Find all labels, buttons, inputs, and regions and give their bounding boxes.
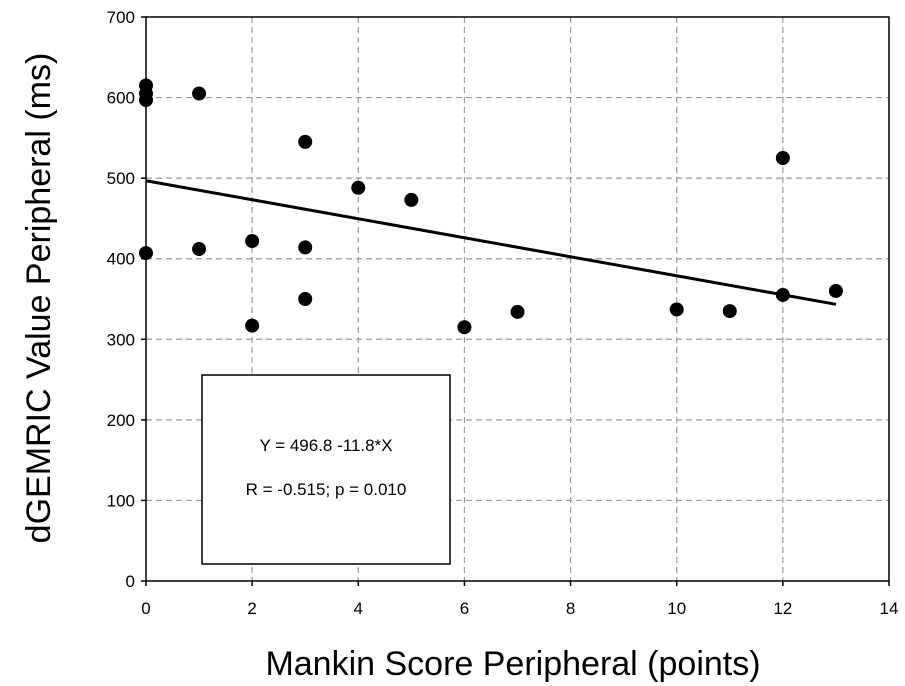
y-tick-label: 500	[107, 169, 135, 188]
plot-area-frame	[145, 16, 890, 582]
regression-line	[145, 179, 837, 306]
data-point	[669, 302, 684, 317]
data-point	[298, 292, 313, 306]
y-tick-labels: 0 100 200 300 400 500 600 700	[107, 8, 146, 591]
data-point	[192, 86, 207, 101]
x-tick-labels: 0 2 4 6 8 10 12 14	[141, 581, 898, 618]
y-tick-label: 600	[107, 89, 135, 108]
y-tick-label: 100	[107, 491, 135, 510]
regression-equation: Y = 496.8 -11.8*X	[259, 436, 392, 455]
y-tick-label: 300	[107, 330, 135, 349]
data-point	[775, 287, 790, 302]
data-point	[351, 180, 366, 195]
x-tick-label: 6	[460, 599, 469, 618]
data-points	[139, 78, 843, 335]
data-point	[775, 151, 790, 165]
data-point	[510, 304, 525, 319]
correlation-stats: R = -0.515; p = 0.010	[246, 480, 407, 499]
x-tick-label: 8	[566, 599, 575, 618]
data-point	[722, 304, 737, 319]
x-tick-label: 12	[773, 599, 792, 618]
data-point	[245, 233, 260, 248]
x-tick-label: 14	[880, 599, 899, 618]
y-tick-label: 200	[107, 411, 135, 430]
y-tick-label: 400	[107, 250, 135, 269]
data-point	[298, 240, 313, 255]
data-point	[298, 134, 313, 149]
annotation-box-frame	[201, 374, 451, 565]
x-tick-label: 4	[354, 599, 363, 618]
data-point	[828, 283, 843, 298]
data-point	[192, 242, 207, 257]
data-point	[457, 320, 472, 335]
y-tick-label: 700	[107, 8, 135, 27]
x-tick-label: 10	[667, 599, 686, 618]
y-tick-label: 0	[126, 572, 135, 591]
y-axis-title: dGEMRIC Value Peripheral (ms)	[20, 53, 58, 544]
data-point	[404, 192, 419, 207]
data-point	[245, 318, 260, 333]
x-axis-title: Mankin Score Peripheral (points)	[265, 645, 760, 683]
annotation-box: Y = 496.8 -11.8*X R = -0.515; p = 0.010	[201, 374, 451, 565]
x-tick-label: 2	[247, 599, 256, 618]
x-tick-label: 0	[141, 599, 150, 618]
